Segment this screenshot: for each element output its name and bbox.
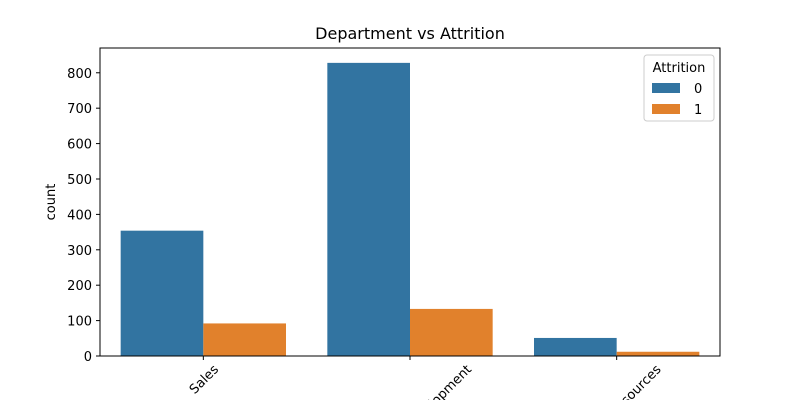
bar (534, 337, 617, 356)
bar (203, 323, 286, 356)
y-tick-label: 500 (67, 173, 92, 188)
y-tick-label: 200 (67, 279, 92, 294)
y-tick-label: 400 (67, 208, 92, 223)
legend-swatch (652, 104, 680, 114)
legend-title: Attrition (653, 61, 706, 76)
y-axis-label: count (44, 184, 59, 221)
legend-swatch (652, 83, 680, 93)
plot-frame (99, 47, 721, 357)
y-tick-label: 300 (67, 244, 92, 259)
y-tick-label: 600 (67, 138, 92, 153)
legend-label: 1 (694, 103, 702, 118)
bar (120, 230, 204, 356)
bar (327, 62, 410, 357)
x-tick-label: Sales (187, 362, 222, 397)
chart-title: Department vs Attrition (315, 24, 505, 43)
legend-label: 0 (694, 82, 702, 97)
bar (616, 351, 700, 356)
x-tick-label: Human Resources (571, 362, 665, 400)
bar (410, 308, 493, 356)
y-tick-label: 800 (67, 67, 92, 82)
y-tick-label: 100 (67, 315, 92, 330)
x-tick-label: Research & Development (347, 362, 475, 400)
y-tick-label: 700 (67, 102, 92, 117)
y-tick-label: 0 (84, 350, 92, 365)
